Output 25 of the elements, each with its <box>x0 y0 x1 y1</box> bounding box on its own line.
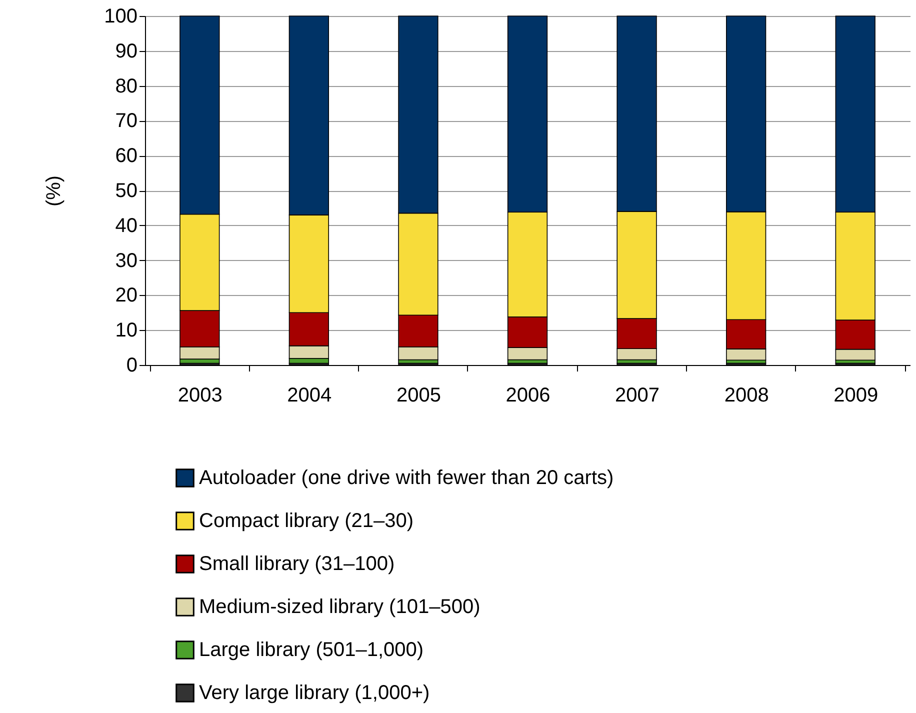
x-tick-label: 2004 <box>287 384 332 406</box>
x-tick-label: 2003 <box>178 384 222 406</box>
y-tick-label: 10 <box>115 320 138 342</box>
y-tick-label: 20 <box>115 284 138 307</box>
x-tick-label: 2009 <box>834 384 878 406</box>
x-tick-label: 2007 <box>615 384 660 406</box>
x-tick-label: 2008 <box>724 384 769 406</box>
legend-label: Compact library (21–30) <box>199 510 414 532</box>
legend-label: Very large library (1,000+) <box>199 682 430 704</box>
y-tick-label: 50 <box>115 180 138 202</box>
y-tick-label: 80 <box>115 75 138 98</box>
y-tick-label: 70 <box>115 110 138 132</box>
x-tick-label: 2005 <box>396 384 441 406</box>
y-tick-label: 90 <box>115 40 138 62</box>
legend-label: Medium-sized library (101–500) <box>199 596 480 618</box>
y-axis-title: (%) <box>43 175 66 207</box>
y-tick-label: 60 <box>115 145 138 168</box>
y-tick-label: 0 <box>126 354 138 376</box>
y-tick-label: 40 <box>115 214 138 237</box>
legend-label: Large library (501–1,000) <box>199 639 424 661</box>
y-tick-label: 30 <box>115 250 138 272</box>
legend-label: Small library (31–100) <box>199 553 395 575</box>
legend-label: Autoloader (one drive with fewer than 20 carts) <box>199 467 614 489</box>
x-tick-label: 2006 <box>506 384 550 406</box>
y-tick-label: 100 <box>104 6 138 28</box>
